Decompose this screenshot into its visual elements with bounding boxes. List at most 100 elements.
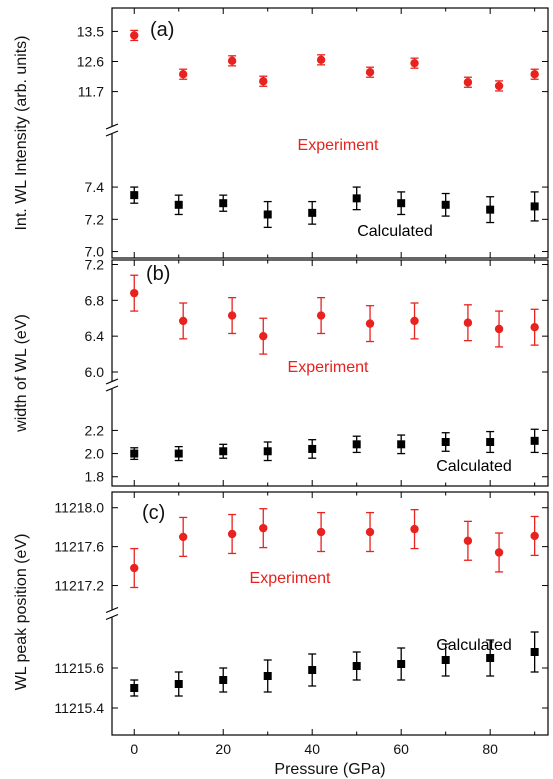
data-point-calculated <box>441 656 450 664</box>
y-tick-label: 11217.2 <box>54 578 104 594</box>
panel-frames <box>105 7 549 736</box>
data-point-experiment <box>463 78 473 87</box>
data-point-calculated <box>174 449 183 458</box>
data-point-experiment <box>494 548 504 557</box>
data-point-experiment <box>494 81 504 91</box>
data-point-experiment <box>259 523 268 533</box>
y-tick-label: 7.0 <box>85 244 105 260</box>
data-point-calculated <box>219 676 228 684</box>
data-point-calculated <box>308 208 317 217</box>
y-tick-label: 11.7 <box>78 84 104 100</box>
y-tick-label: 6.4 <box>85 328 105 344</box>
axis-break-gap <box>108 609 116 618</box>
panel-frame <box>111 7 549 259</box>
data-point-calculated <box>486 654 495 662</box>
chart-text: Int. WL Intensity (arb. units) (a) 13.5 12.… <box>13 19 512 757</box>
x-tick-label: 60 <box>393 741 409 757</box>
data-point-calculated <box>352 662 361 670</box>
series-label-calculated: Calculated <box>436 637 512 654</box>
axis-break-mark <box>105 123 119 130</box>
data-point-experiment <box>530 323 539 332</box>
data-point-calculated <box>130 191 139 200</box>
data-point-experiment <box>178 532 188 542</box>
data-point-calculated <box>130 449 139 458</box>
y-tick-label: 11217.6 <box>54 539 104 555</box>
data-point-calculated <box>308 666 317 674</box>
data-point-experiment <box>316 527 326 537</box>
y-tick-label: 2.2 <box>85 422 105 438</box>
y-axis-label: Int. WL Intensity (arb. units) <box>13 35 30 230</box>
panel-tag: (a) <box>150 19 174 41</box>
data-point-experiment <box>365 68 375 77</box>
x-tick-label: 40 <box>304 741 320 757</box>
data-point-calculated <box>441 438 450 446</box>
y-tick-label: 11218.0 <box>54 500 104 516</box>
y-axis-label: WL peak position (eV) <box>13 534 30 691</box>
data-point-experiment <box>178 70 188 79</box>
x-tick-label: 20 <box>215 741 231 757</box>
series-label-calculated: Calculated <box>357 223 433 240</box>
data-point-calculated <box>397 199 406 208</box>
data-point-experiment <box>365 319 375 328</box>
data-point-calculated <box>530 202 539 211</box>
axis-break-mark <box>105 613 119 621</box>
data-point-experiment <box>227 529 237 539</box>
data-point-experiment <box>463 318 473 327</box>
axis-break-mark <box>105 385 119 392</box>
panel-frame <box>111 491 549 736</box>
data-point-experiment <box>365 527 375 537</box>
data-point-calculated <box>308 444 317 453</box>
y-tick-label: 11215.6 <box>54 660 104 676</box>
data-point-calculated <box>174 680 183 688</box>
panel-tag: (c) <box>142 502 165 524</box>
y-tick-label: 6.8 <box>85 292 105 308</box>
data-point-experiment <box>227 311 237 320</box>
y-tick-label: 7.2 <box>85 211 105 227</box>
y-tick-label: 11215.4 <box>54 700 104 716</box>
data-marks <box>130 29 539 697</box>
data-point-calculated <box>263 210 272 219</box>
panel-frame <box>111 259 549 487</box>
panel-tag: (b) <box>146 263 170 285</box>
axis-break-mark <box>105 606 119 614</box>
x-tick-label: 80 <box>482 741 498 757</box>
data-point-experiment <box>494 324 504 334</box>
data-point-experiment <box>259 77 268 86</box>
data-point-calculated <box>397 660 406 668</box>
series-label-experiment: Experiment <box>250 570 331 587</box>
y-axis-label: width of WL (eV) <box>13 314 30 433</box>
series-label-calculated: Calculated <box>436 458 512 475</box>
data-point-calculated <box>397 440 406 449</box>
axis-break-mark <box>105 130 119 137</box>
y-tick-label: 7.2 <box>85 256 105 272</box>
y-tick-label: 12.6 <box>77 54 104 70</box>
y-tick-label: 6.0 <box>85 364 105 380</box>
data-point-experiment <box>530 531 539 541</box>
axis-break-gap <box>108 126 116 134</box>
data-point-calculated <box>486 438 495 446</box>
data-point-experiment <box>259 331 268 341</box>
series-label-experiment: Experiment <box>298 137 379 154</box>
axis-break-gap <box>108 381 116 389</box>
data-point-experiment <box>178 316 188 326</box>
axis-ticks <box>112 8 548 735</box>
x-axis-label: Pressure (GPa) <box>274 761 385 778</box>
axis-break-mark <box>105 378 119 385</box>
data-point-experiment <box>130 288 139 298</box>
data-point-calculated <box>530 648 539 656</box>
data-point-calculated <box>263 672 272 680</box>
data-point-experiment <box>316 311 326 320</box>
data-point-experiment <box>227 56 237 66</box>
data-point-calculated <box>174 200 183 209</box>
data-point-experiment <box>530 70 539 79</box>
data-point-experiment <box>463 536 473 545</box>
data-point-calculated <box>352 194 361 203</box>
data-point-experiment <box>410 58 419 68</box>
data-point-experiment <box>130 31 139 40</box>
data-point-calculated <box>530 436 539 445</box>
data-point-experiment <box>316 55 326 65</box>
series-label-experiment: Experiment <box>288 359 369 376</box>
data-point-experiment <box>410 524 419 534</box>
data-point-calculated <box>263 447 272 456</box>
